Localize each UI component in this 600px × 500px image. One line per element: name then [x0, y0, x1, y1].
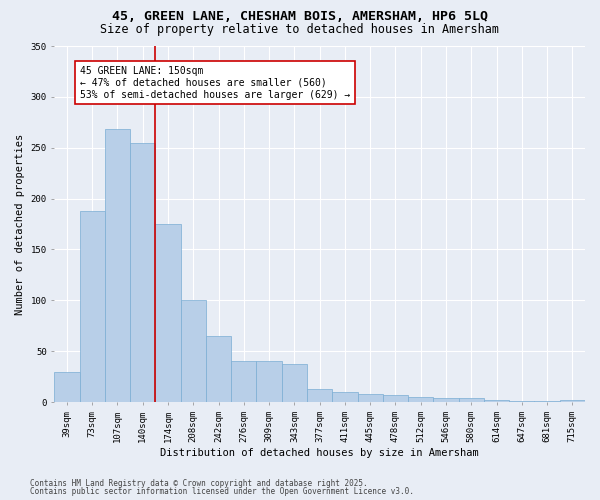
Bar: [307, 389, 332, 402]
Bar: [256, 362, 282, 402]
Bar: [55, 372, 80, 402]
Bar: [130, 142, 155, 402]
Text: Size of property relative to detached houses in Amersham: Size of property relative to detached ho…: [101, 22, 499, 36]
Bar: [206, 336, 231, 402]
Bar: [105, 130, 130, 402]
Bar: [155, 224, 181, 402]
Bar: [332, 392, 358, 402]
Bar: [509, 401, 535, 402]
Bar: [408, 397, 433, 402]
Bar: [560, 400, 585, 402]
Bar: [433, 398, 458, 402]
Bar: [80, 211, 105, 402]
Text: Contains HM Land Registry data © Crown copyright and database right 2025.: Contains HM Land Registry data © Crown c…: [30, 478, 368, 488]
X-axis label: Distribution of detached houses by size in Amersham: Distribution of detached houses by size …: [160, 448, 479, 458]
Bar: [458, 398, 484, 402]
Bar: [484, 400, 509, 402]
Text: Contains public sector information licensed under the Open Government Licence v3: Contains public sector information licen…: [30, 487, 414, 496]
Bar: [181, 300, 206, 402]
Y-axis label: Number of detached properties: Number of detached properties: [15, 134, 25, 314]
Bar: [358, 394, 383, 402]
Text: 45, GREEN LANE, CHESHAM BOIS, AMERSHAM, HP6 5LQ: 45, GREEN LANE, CHESHAM BOIS, AMERSHAM, …: [112, 10, 488, 23]
Bar: [535, 401, 560, 402]
Bar: [282, 364, 307, 402]
Bar: [383, 395, 408, 402]
Text: 45 GREEN LANE: 150sqm
← 47% of detached houses are smaller (560)
53% of semi-det: 45 GREEN LANE: 150sqm ← 47% of detached …: [80, 66, 350, 100]
Bar: [231, 362, 256, 402]
